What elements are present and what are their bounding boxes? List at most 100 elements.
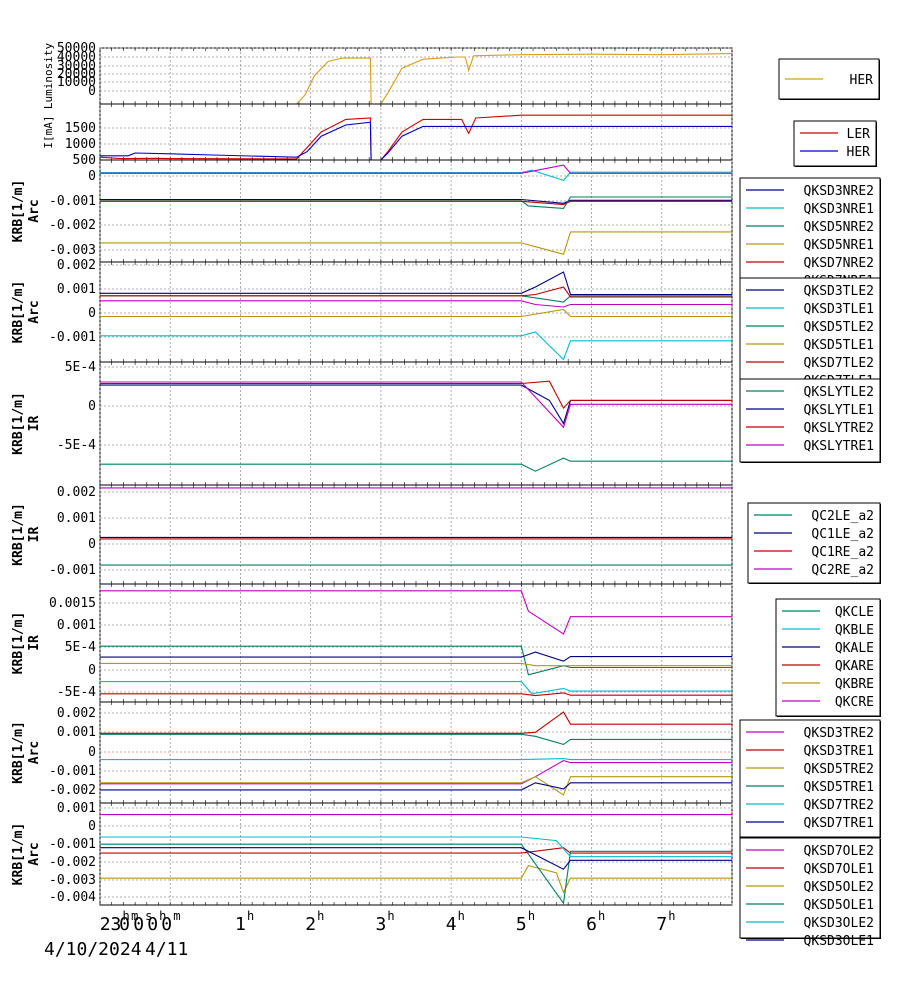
y-axis-label-secondary: Arc [27, 199, 42, 222]
series-line-QKSLYTRE1 [100, 381, 732, 429]
legend-label: QKSD7OLE2 [804, 844, 874, 859]
x-tick-label: 5 [516, 914, 527, 935]
plot-frame [99, 261, 733, 363]
x-tick-label: 0 [161, 914, 172, 935]
legend-label: QKSD3TRE2 [804, 726, 874, 741]
series-line-QKSLYTRE2 [100, 380, 732, 410]
legend-label: HER [850, 73, 874, 88]
y-tick-label: 0.001 [57, 801, 96, 816]
legend-label: QKSD3TRE1 [804, 744, 874, 759]
legend-label: QKSD5NRE2 [804, 220, 874, 235]
series-line-QKSD3TRE2 [100, 760, 732, 785]
y-tick-label: 0 [88, 84, 96, 99]
y-tick-label: -0.001 [49, 194, 96, 209]
y-axis-label: I[mA] [42, 115, 55, 148]
series-line-QKBLE [100, 681, 732, 695]
series-line-QKSD7NRE1 [100, 164, 732, 174]
y-axis-label-secondary: IR [27, 416, 42, 432]
legend-label: QKSLYTLE2 [804, 385, 874, 400]
panel-4: 0.002 0.001 0 -0.001 KRB[1/m] Arc QKSD3TLE2 QKS… [11, 258, 881, 396]
legend-label: QKSD5TLE2 [804, 320, 874, 335]
panel-9: 0.001 0 -0.001 -0.002 -0.003 -0.004 KRB[1/m] Ar… [11, 801, 881, 949]
y-tick-label: -0.001 [49, 764, 96, 779]
y-tick-label: 0 [88, 306, 96, 321]
y-axis-label: KRB[1/m] [11, 503, 26, 566]
y-tick-label: -0.003 [49, 243, 96, 258]
legend-label: QKSD7TRE2 [804, 798, 874, 813]
x-tick-label-unit: h [458, 909, 465, 923]
legend-label: QKSD5TRE1 [804, 780, 874, 795]
legend-label: HER [847, 145, 871, 160]
y-tick-label: 0 [88, 745, 96, 760]
x-tick-label-unit: h [528, 909, 535, 923]
series-line-QKSD3NRE1 [100, 169, 732, 182]
y-tick-label: 1500 [65, 121, 96, 136]
x-tick-label: 0 [133, 914, 144, 935]
y-tick-label: 0 [88, 663, 96, 678]
y-tick-label: -0.004 [49, 890, 96, 905]
legend-label: QKSD7NRE2 [804, 256, 874, 271]
y-tick-label: -5E-4 [57, 438, 96, 453]
legend-box [793, 120, 877, 167]
series-line-QKARE [100, 692, 732, 697]
y-tick-label: 5E-4 [65, 360, 96, 375]
y-axis-label-secondary: IR [27, 527, 42, 543]
legend-label: QKSD3OLE2 [804, 916, 874, 931]
y-tick-label: 0.001 [57, 725, 96, 740]
plot-frame [99, 583, 733, 703]
y-tick-label: 0.002 [57, 706, 96, 721]
legend-label: QKSD7TRE1 [804, 816, 874, 831]
x-tick-label-unit: h [387, 909, 394, 923]
legend-label: QKSD3TLE2 [804, 284, 874, 299]
y-tick-label: 0.0015 [49, 596, 96, 611]
legend-label: QKSD3NRE1 [804, 202, 874, 217]
x-tick-label-unit: h [598, 909, 605, 923]
plot-frame [99, 361, 733, 486]
legend-label: QKCLE [835, 605, 874, 620]
y-tick-label: -0.002 [49, 855, 96, 870]
x-tick-label-unit: m [173, 909, 180, 923]
y-tick-label: -0.001 [49, 837, 96, 852]
x-tick-label-unit: s [145, 909, 152, 923]
y-tick-label: 20000 [57, 67, 96, 82]
y-tick-label: 0.001 [57, 282, 96, 297]
series-line-QKSD5OLE2 [100, 864, 732, 894]
plot-frame [99, 159, 733, 263]
y-tick-label: 30000 [57, 59, 96, 74]
y-tick-label: 0.002 [57, 258, 96, 273]
series-line-QKSD7TRE2 [100, 758, 732, 761]
legend-label: QKSD5TLE1 [804, 338, 874, 353]
x-date-label-start: 4/10/2024 [44, 939, 142, 960]
x-tick-label: 23 [100, 914, 122, 935]
legend-label: QKALE [835, 641, 874, 656]
legend-label: QKBRE [835, 677, 874, 692]
legend-label: QKSLYTLE1 [804, 403, 874, 418]
y-tick-label: 50000 [57, 41, 96, 56]
x-tick-label: 0 [119, 914, 130, 935]
series-line-QKSD7OLE1 [100, 847, 732, 854]
y-axis-label-secondary: Arc [27, 842, 42, 865]
series-line-QKSD3TLE2 [100, 271, 732, 296]
x-tick-label-unit: h [123, 909, 130, 923]
legend-label: QKSD5OLE2 [804, 880, 874, 895]
legend-label: QKSD7TLE2 [804, 356, 874, 371]
y-tick-label: -0.001 [49, 563, 96, 578]
panel-8: 0.002 0.001 0 -0.001 -0.002 KRB[1/m] Arc QKSD3T… [11, 701, 881, 838]
x-tick-label: 7 [656, 914, 667, 935]
x-tick-label-unit: h [668, 909, 675, 923]
series-line-QKSD7TRE1 [100, 782, 732, 791]
y-axis-label: KRB[1/m] [11, 392, 26, 455]
legend-label: QC1LE_a2 [811, 527, 874, 542]
x-tick-label: 0 [147, 914, 158, 935]
y-axis-label: KRB[1/m] [11, 281, 26, 344]
y-tick-label: 10000 [57, 75, 96, 90]
y-tick-label: 0 [88, 819, 96, 834]
y-tick-label: -0.003 [49, 873, 96, 888]
series-line-QKALE [100, 651, 732, 662]
x-tick-label-unit: h [247, 909, 254, 923]
y-tick-label: 0 [88, 169, 96, 184]
y-tick-label: 5E-4 [65, 640, 96, 655]
y-tick-label: 0 [88, 537, 96, 552]
y-tick-label: 40000 [57, 50, 96, 65]
y-tick-label: 0 [88, 399, 96, 414]
